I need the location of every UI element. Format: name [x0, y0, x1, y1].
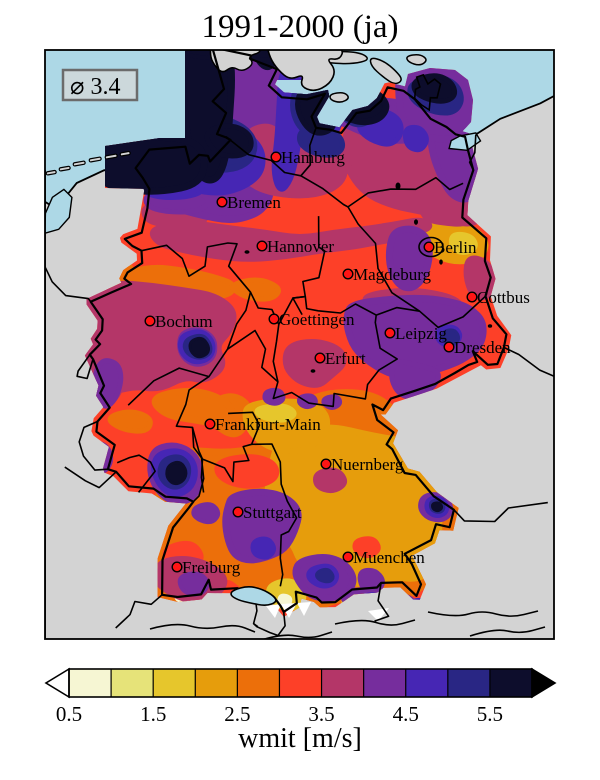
svg-text:2.5: 2.5 — [224, 702, 250, 726]
svg-text:Hannover: Hannover — [267, 237, 334, 256]
svg-text:3.5: 3.5 — [308, 702, 334, 726]
svg-text:Berlin: Berlin — [434, 238, 477, 257]
svg-text:Bochum: Bochum — [155, 312, 213, 331]
svg-text:wmit [m/s]: wmit [m/s] — [238, 723, 362, 754]
svg-text:Hamburg: Hamburg — [281, 148, 345, 167]
svg-text:Freiburg: Freiburg — [182, 558, 241, 577]
svg-text:5.5: 5.5 — [477, 702, 503, 726]
svg-text:1991-2000 (ja): 1991-2000 (ja) — [201, 9, 398, 45]
svg-text:Bremen: Bremen — [227, 193, 281, 212]
svg-text:Magdeburg: Magdeburg — [353, 265, 432, 284]
svg-text:Dresden: Dresden — [454, 338, 511, 357]
svg-text:Nuernberg: Nuernberg — [331, 455, 404, 474]
svg-text:1.5: 1.5 — [140, 702, 166, 726]
svg-text:Muenchen: Muenchen — [353, 548, 425, 567]
svg-text:Cottbus: Cottbus — [477, 288, 530, 307]
svg-text:Frankfurt-Main: Frankfurt-Main — [215, 415, 321, 434]
svg-text:4.5: 4.5 — [393, 702, 419, 726]
svg-text:0.5: 0.5 — [56, 702, 82, 726]
svg-text:Leipzig: Leipzig — [395, 324, 447, 343]
svg-text:⌀ 3.4: ⌀ 3.4 — [70, 74, 120, 100]
svg-text:Goettingen: Goettingen — [279, 310, 355, 329]
svg-text:Erfurt: Erfurt — [325, 349, 366, 368]
svg-text:Stuttgart: Stuttgart — [243, 503, 302, 522]
